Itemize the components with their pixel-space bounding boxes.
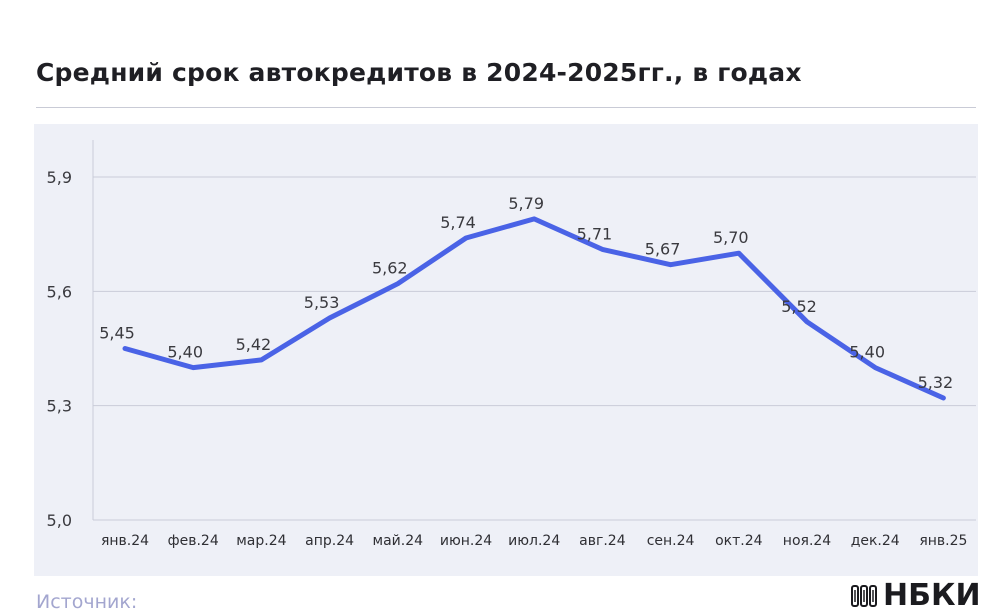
series-line-path bbox=[122, 216, 946, 401]
x-tick-label: апр.24 bbox=[305, 533, 354, 549]
data-point bbox=[191, 366, 195, 370]
x-tick-label: июн.24 bbox=[440, 533, 492, 549]
data-label: 5,32 bbox=[918, 373, 954, 392]
x-tick-label: фев.24 bbox=[168, 533, 219, 549]
data-point bbox=[805, 320, 809, 324]
data-point bbox=[464, 236, 468, 240]
data-label: 5,45 bbox=[99, 324, 135, 343]
data-point bbox=[600, 247, 604, 251]
y-tick-labels: 5,0 5,3 5,6 5,9 bbox=[47, 168, 72, 530]
x-tick-label: дек.24 bbox=[851, 533, 900, 549]
x-tick-label: июл.24 bbox=[508, 533, 560, 549]
y-tick-label: 5,9 bbox=[47, 168, 72, 187]
y-tick-label: 5,0 bbox=[47, 511, 72, 530]
data-point bbox=[396, 282, 400, 286]
data-label: 5,71 bbox=[577, 224, 613, 243]
data-point bbox=[669, 263, 673, 267]
x-tick-label: ноя.24 bbox=[783, 533, 831, 549]
data-label: 5,79 bbox=[508, 194, 544, 213]
chart-panel bbox=[34, 124, 978, 576]
series-line bbox=[122, 216, 946, 401]
title-divider bbox=[36, 107, 976, 108]
data-label: 5,74 bbox=[440, 213, 476, 232]
x-tick-label: сен.24 bbox=[647, 533, 695, 549]
y-tick-label: 5,3 bbox=[47, 397, 72, 416]
nbki-logo-mark-icon bbox=[851, 585, 877, 607]
gridlines bbox=[93, 176, 976, 407]
x-tick-label: янв.25 bbox=[919, 533, 967, 549]
data-point bbox=[737, 251, 741, 255]
data-label: 5,67 bbox=[645, 240, 681, 259]
data-label: 5,53 bbox=[304, 293, 340, 312]
data-point bbox=[328, 316, 332, 320]
data-point bbox=[532, 217, 536, 221]
data-point bbox=[941, 396, 945, 400]
x-tick-label: май.24 bbox=[373, 533, 424, 549]
axes bbox=[92, 140, 976, 521]
y-tick-label: 5,6 bbox=[47, 282, 72, 301]
data-label: 5,62 bbox=[372, 259, 408, 278]
data-point bbox=[123, 347, 127, 350]
logo: НБКИ bbox=[851, 580, 981, 612]
x-tick-label: янв.24 bbox=[101, 533, 149, 549]
data-label: 5,70 bbox=[713, 228, 749, 247]
logo-text: НБКИ bbox=[883, 578, 981, 613]
data-label: 5,42 bbox=[236, 335, 272, 354]
data-label: 5,40 bbox=[849, 343, 885, 362]
data-point bbox=[259, 358, 263, 362]
chart-title: Средний срок автокредитов в 2024-2025гг.… bbox=[36, 58, 802, 87]
x-tick-label: окт.24 bbox=[715, 533, 763, 549]
x-tick-label: мар.24 bbox=[236, 533, 286, 549]
data-label: 5,40 bbox=[167, 343, 203, 362]
x-tick-labels: янв.24 фев.24 мар.24 апр.24 май.24 июн.24 июл.… bbox=[101, 533, 967, 549]
data-labels: 5,45 5,40 5,42 5,53 5,62 5,74 5,79 5,71 5,67 5,70… bbox=[99, 194, 953, 392]
data-point bbox=[873, 366, 877, 370]
x-tick-label: авг.24 bbox=[579, 533, 626, 549]
data-label: 5,52 bbox=[781, 297, 817, 316]
source-label: Источник: bbox=[36, 591, 138, 613]
